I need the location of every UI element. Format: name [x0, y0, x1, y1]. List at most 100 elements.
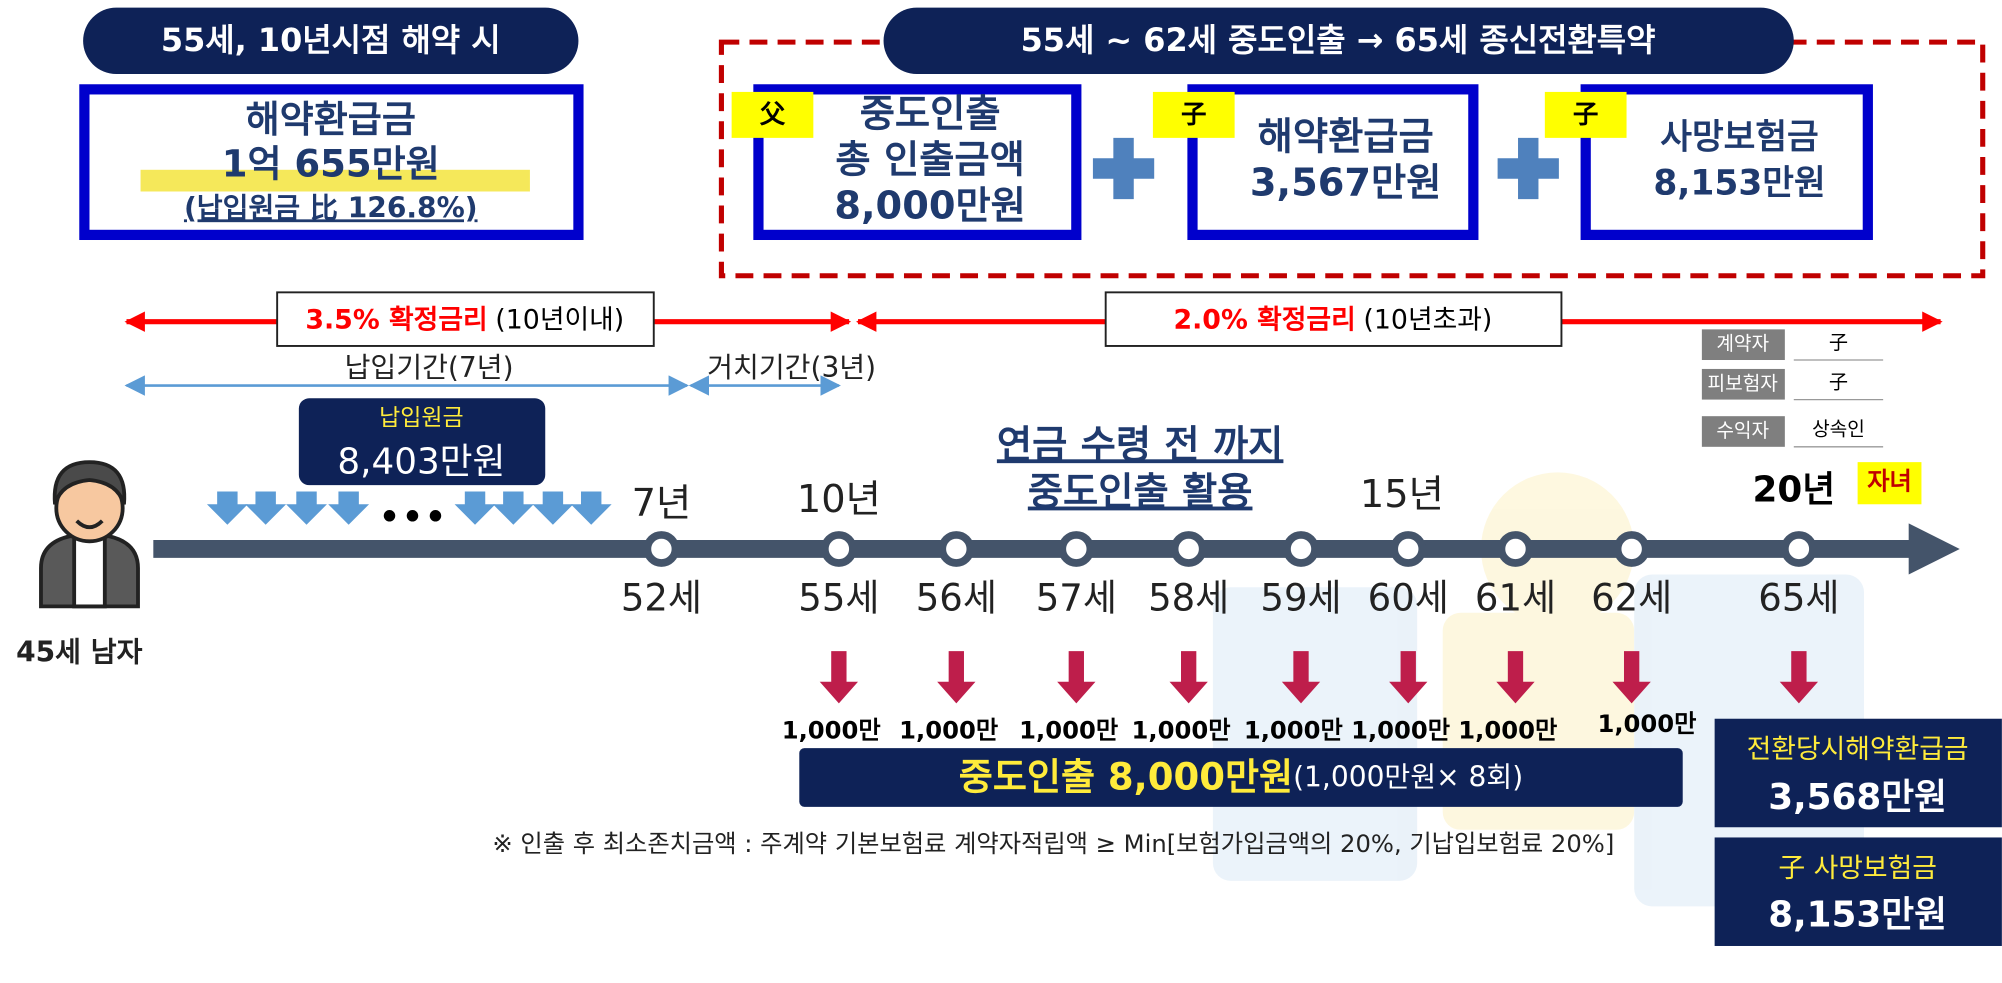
timeline-node	[1613, 531, 1650, 567]
left-line: 해약환급금	[246, 98, 416, 141]
age-label: 60세	[1368, 577, 1449, 620]
payment-label: 납입원금	[379, 405, 464, 431]
item-line: 사망보험금	[1660, 118, 1819, 158]
item-badge: 父	[760, 100, 786, 130]
withdrawal-label: 1,000만	[899, 716, 998, 745]
timeline-node	[820, 531, 857, 567]
withdrawal-label: 1,000만	[782, 716, 881, 745]
payment-arrow	[286, 491, 327, 525]
item-line: 8,000만원	[834, 184, 1026, 229]
payment-arrow	[328, 491, 370, 525]
left-box	[79, 84, 584, 241]
dot	[383, 510, 396, 522]
item-box	[753, 84, 1082, 241]
highlight	[140, 169, 530, 192]
withdrawal-arrow	[937, 651, 976, 704]
period-label: 납입기간(7년)	[345, 351, 514, 384]
rate-text: 3.5% 확정금리 (10년이내)	[305, 304, 624, 335]
result-box	[1714, 718, 2002, 828]
withdrawal-label: 1,000만	[1131, 716, 1230, 745]
period-label: 거치기간(3년)	[707, 351, 876, 384]
item-box	[1187, 84, 1479, 241]
summary-text: 중도인출 8,000만원(1,000만원× 8회)	[959, 755, 1523, 798]
timeline-node	[1170, 531, 1207, 567]
timeline-head	[1908, 523, 1960, 575]
withdrawal-arrow	[1496, 651, 1535, 704]
item-line: 해약환급금	[1258, 115, 1434, 160]
payment-amount: 8,403만원	[337, 441, 505, 482]
timeline-node	[1058, 531, 1095, 567]
role-value: 상속인	[1812, 418, 1865, 441]
left-header: 55세, 10년시점 해약 시	[161, 21, 501, 59]
payment-box	[298, 398, 546, 486]
plus-icon	[1092, 137, 1155, 200]
result-label: 전환당시해약환급금	[1747, 734, 1969, 765]
timeline-node	[1497, 531, 1534, 567]
summary-bar	[799, 748, 1683, 807]
result-label: 子 사망보험금	[1778, 853, 1937, 884]
age-label: 57세	[1036, 577, 1117, 620]
payment-arrow	[245, 491, 287, 525]
age-label: 62세	[1591, 577, 1672, 620]
left-header-pill	[83, 7, 579, 75]
age-label: 52세	[621, 577, 702, 620]
payment-arrow	[206, 491, 248, 525]
withdrawal-label: 1,000만	[1458, 716, 1557, 745]
withdrawal-label: 1,000만	[1597, 709, 1696, 738]
item-line: 총 인출금액	[835, 138, 1024, 183]
role-label-box	[1701, 416, 1785, 447]
role-value: 子	[1829, 331, 1848, 354]
role-label: 피보험자	[1708, 372, 1779, 395]
right-header-pill	[883, 7, 1794, 75]
item-line: 8,153만원	[1653, 164, 1825, 204]
age-label: 65세	[1758, 577, 1839, 620]
headline: 중도인출 활용	[1028, 470, 1253, 515]
age-label: 61세	[1475, 577, 1556, 620]
result-box	[1714, 837, 2002, 946]
age-label: 58세	[1148, 577, 1229, 620]
withdrawal-label: 1,000만	[1019, 716, 1118, 745]
plus-icon	[1497, 137, 1559, 200]
withdrawal-arrow	[1389, 651, 1428, 704]
age-label: 56세	[916, 577, 997, 620]
item-badge-box	[1152, 91, 1235, 138]
timeline-node	[643, 531, 680, 567]
year-label: 10년	[797, 477, 881, 522]
item-line: 중도인출	[860, 92, 1001, 137]
withdrawal-arrow	[1281, 651, 1321, 704]
withdrawal-arrow	[819, 651, 859, 704]
result-amount: 3,568만원	[1768, 777, 1947, 818]
dot	[429, 510, 442, 522]
headline: 연금 수령 전 까지	[997, 422, 1284, 467]
item-badge: 子	[1573, 100, 1599, 130]
role-label: 계약자	[1716, 332, 1769, 355]
withdrawal-arrow	[1057, 651, 1096, 704]
person-label: 45세 남자	[16, 636, 143, 669]
role-label-box	[1701, 368, 1785, 400]
left-line: 1억 655만원	[222, 142, 440, 185]
withdrawal-label: 1,000만	[1244, 716, 1343, 745]
rate-box	[276, 291, 655, 347]
child-badge-box	[1857, 462, 1922, 505]
rate-text: 2.0% 확정금리 (10년초과)	[1173, 304, 1492, 335]
age-label: 55세	[798, 577, 879, 620]
timeline-node	[1781, 531, 1817, 567]
withdrawal-arrow	[1612, 651, 1651, 704]
item-badge: 子	[1181, 100, 1207, 130]
payment-arrow	[454, 491, 496, 525]
withdrawal-arrow	[1169, 651, 1208, 704]
year-label: 15년	[1360, 472, 1444, 517]
withdrawal-label: 1,000만	[1351, 716, 1450, 745]
payment-arrow	[492, 491, 534, 525]
withdrawal-arrow	[1779, 651, 1819, 704]
item-badge-box	[731, 91, 814, 138]
right-header: 55세 ~ 62세 중도인출 → 65세 종신전환특약	[1021, 21, 1656, 59]
result-amount: 8,153만원	[1768, 895, 1947, 936]
timeline-node	[938, 531, 975, 567]
item-box	[1580, 84, 1873, 241]
item-line: 3,567만원	[1250, 161, 1442, 206]
payment-arrow	[570, 491, 612, 525]
child-badge: 자녀	[1867, 467, 1912, 496]
year-label: 20년	[1752, 470, 1835, 511]
